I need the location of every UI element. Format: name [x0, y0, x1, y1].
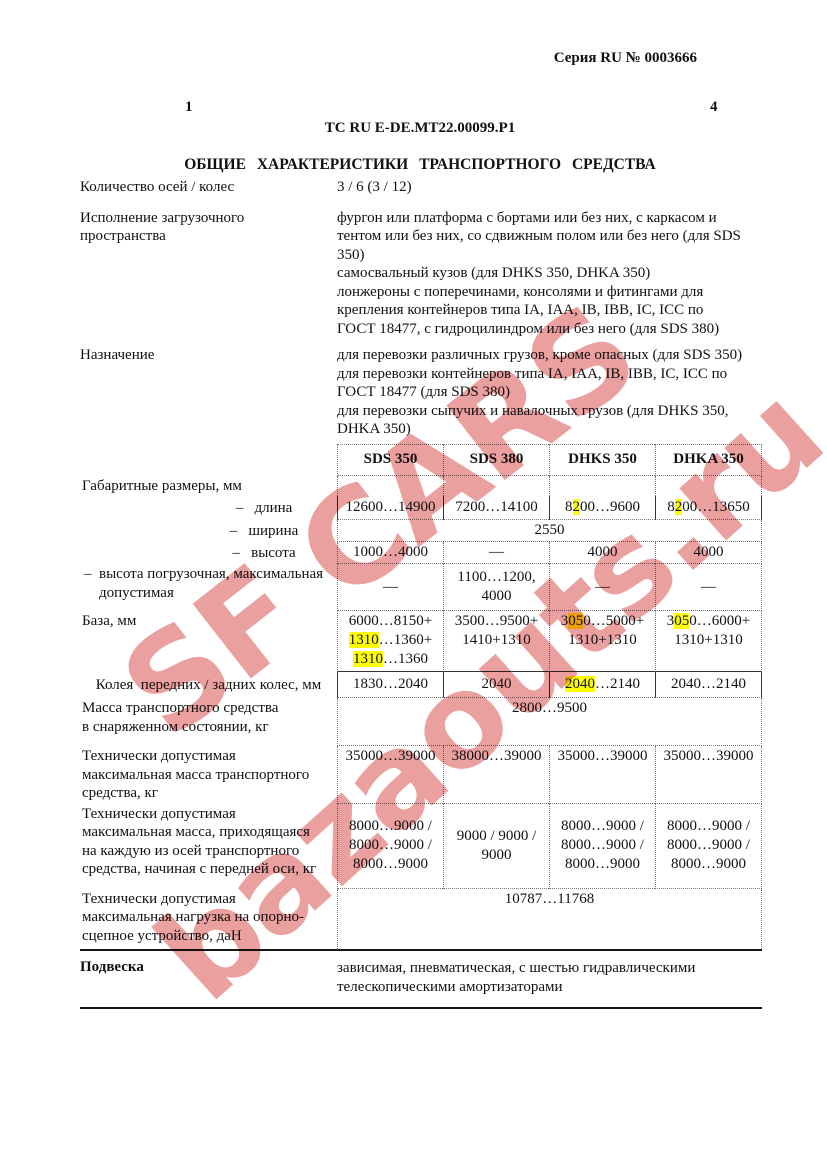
table-cell: 2040…2140	[655, 672, 762, 698]
table-cell: 3500…9500+ 1410+1310	[443, 611, 549, 672]
row-label: – высота погрузочная, максимальная допус…	[84, 566, 324, 601]
field-value: фургон или платформа с бортами или без н…	[337, 209, 741, 337]
table-header-row: SDS 350 SDS 380 DHKS 350 DHKA 350	[80, 443, 762, 476]
divider-bottom	[80, 1006, 762, 1009]
row-label: Масса транспортного средства в снаряженн…	[82, 700, 279, 735]
field-cargo-space: Исполнение загрузочного пространства фур…	[80, 209, 762, 339]
field-value: 3 / 6 (3 / 12)	[337, 179, 412, 195]
table-cell: 6000…8150+ 1310…1360+ 1310…1360	[337, 611, 443, 672]
table-cell: 38000…39000	[443, 746, 549, 804]
table-cell: 2040…2140	[549, 672, 655, 698]
table-row-curb-mass: Масса транспортного средства в снаряженн…	[80, 698, 762, 746]
table-row-height: – высота 1000…4000 — 4000 4000	[80, 542, 762, 564]
table-cell: 3050…6000+ 1310+1310	[655, 611, 762, 672]
row-label: – ширина	[229, 522, 299, 539]
table-cell: 1100…1200, 4000	[443, 564, 549, 611]
table-cell: 35000…39000	[655, 746, 762, 804]
table-cell: 4000	[655, 542, 762, 564]
field-suspension: Подвеска зависимая, пневматическая, с ше…	[80, 951, 762, 1007]
field-value: зависимая, пневматическая, с шестью гидр…	[337, 959, 696, 995]
table-cell	[655, 475, 762, 496]
field-purpose: Назначение для перевозки различных грузо…	[80, 346, 762, 439]
table-row-loading-height: – высота погрузочная, максимальная допус…	[80, 564, 762, 611]
table-cell: 1000…4000	[337, 542, 443, 564]
table-cell: 2040	[443, 672, 549, 698]
table-cell: —	[337, 564, 443, 611]
page-number-left: 1	[185, 99, 193, 115]
table-cell: 8000…9000 /8000…9000 /8000…9000	[549, 803, 655, 889]
table-cell: 3050…5000+ 1310+1310	[549, 611, 655, 672]
table-cell: 12600…14900	[337, 496, 443, 520]
table-cell: 35000…39000	[549, 746, 655, 804]
row-label: База, мм	[82, 613, 137, 629]
page-number-right: 4	[710, 99, 718, 115]
approval-number: ТС RU E-DE.MT22.00099.P1	[324, 120, 516, 136]
field-label: Назначение	[80, 347, 155, 363]
section-title: ОБЩИЕ ХАРАКТЕРИСТИКИ ТРАНСПОРТНОГО СРЕДС…	[184, 156, 656, 173]
column-header: SDS 350	[337, 443, 443, 476]
row-label: Технически допустимая максимальная масса…	[82, 805, 317, 878]
table-cell: 7200…14100	[443, 496, 549, 520]
row-label: Габаритные размеры, мм	[82, 477, 242, 494]
column-header: DHKS 350	[549, 443, 655, 476]
spec-table: SDS 350 SDS 380 DHKS 350 DHKA 350 Габари…	[80, 443, 762, 949]
series-number: Серия RU № 0003666	[553, 50, 697, 66]
field-label: Количество осей / колес	[80, 179, 235, 195]
table-cell: 8000…9000 /8000…9000 /8000…9000	[655, 803, 762, 889]
column-header: SDS 380	[443, 443, 549, 476]
field-label: Подвеска	[80, 958, 144, 975]
column-header: DHKA 350	[655, 443, 762, 476]
row-label: Технически допустимая максимальная масса…	[82, 748, 310, 801]
table-row-track: Колея передних / задних колес, мм 1830…2…	[80, 672, 762, 698]
row-label: Технически допустимая максимальная нагру…	[82, 890, 305, 944]
table-row-axle-mass: Технически допустимая максимальная масса…	[80, 803, 762, 889]
table-cell: —	[443, 542, 549, 564]
table-cell	[549, 475, 655, 496]
table-row-max-mass: Технически допустимая максимальная масса…	[80, 746, 762, 804]
row-label: Колея передних / задних колес, мм	[95, 676, 322, 693]
table-row-dimensions-title: Габаритные размеры, мм	[80, 475, 762, 496]
table-cell: 9000 / 9000 /9000	[443, 803, 549, 889]
table-cell: 35000…39000	[337, 746, 443, 804]
table-cell: 8200…9600	[549, 496, 655, 520]
divider-top	[80, 948, 762, 951]
row-label: – длина	[235, 499, 293, 516]
table-cell: —	[655, 564, 762, 611]
table-row-wheelbase: База, мм 6000…8150+ 1310…1360+ 1310…1360 3…	[80, 611, 762, 672]
table-cell: 4000	[549, 542, 655, 564]
table-row-width: – ширина 2550	[80, 520, 762, 542]
table-row-coupling-load: Технически допустимая максимальная нагру…	[80, 888, 762, 949]
table-row-length: – длина 12600…14900 7200…14100 8200…9600…	[80, 496, 762, 520]
field-axles: Количество осей / колес 3 / 6 (3 / 12)	[80, 178, 762, 197]
field-label: Исполнение загрузочного пространства	[80, 209, 245, 245]
table-cell: 1830…2040	[337, 672, 443, 698]
table-cell	[337, 475, 443, 496]
content: Количество осей / колес 3 / 6 (3 / 12) И…	[80, 178, 762, 1009]
table-cell	[443, 475, 549, 496]
row-label: – высота	[232, 544, 296, 561]
table-cell: 2800…9500	[337, 698, 762, 746]
table-cell: 8200…13650	[655, 496, 762, 520]
table-cell: 10787…11768	[337, 888, 762, 949]
table-cell: 8000…9000 /8000…9000 /8000…9000	[337, 803, 443, 889]
table-corner	[80, 444, 337, 476]
table-cell: 2550	[337, 520, 762, 542]
field-value: для перевозки различных грузов, кроме оп…	[337, 347, 743, 437]
table-cell: —	[549, 564, 655, 611]
